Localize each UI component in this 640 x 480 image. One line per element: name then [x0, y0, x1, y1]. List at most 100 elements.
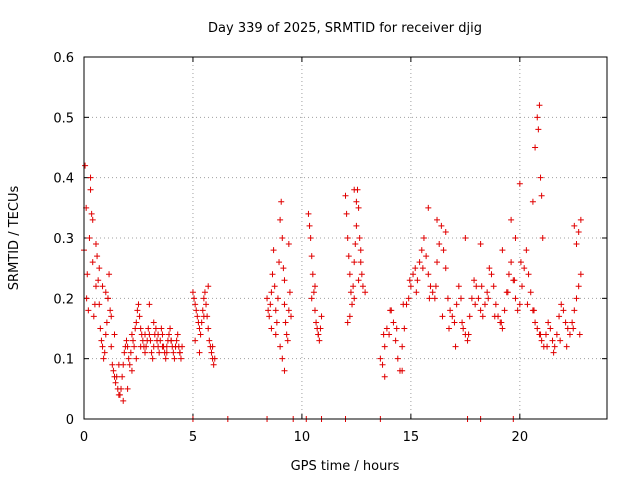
data-point: [344, 235, 351, 241]
data-point: [439, 313, 446, 320]
data-point: [206, 337, 213, 344]
data-point: [92, 241, 99, 248]
data-point: [87, 174, 94, 181]
data-point: [107, 307, 114, 314]
data-point: [539, 235, 546, 241]
data-point: [529, 198, 536, 205]
data-point: [381, 373, 388, 380]
data-point: [145, 325, 152, 332]
data-point: [189, 289, 196, 296]
data-point: [517, 259, 524, 266]
data-point: [524, 301, 531, 308]
data-point: [386, 331, 393, 338]
data-point: [111, 331, 118, 338]
data-point: [452, 343, 459, 350]
data-point: [551, 343, 558, 350]
data-point: [471, 277, 478, 284]
data-point: [538, 337, 545, 344]
data-point: [351, 295, 358, 302]
data-point: [90, 313, 97, 320]
data-point: [355, 277, 362, 284]
data-points: [81, 102, 584, 422]
data-point: [532, 144, 539, 151]
data-point: [158, 325, 165, 332]
data-point: [277, 343, 284, 350]
data-point: [444, 295, 451, 302]
data-point: [351, 186, 358, 193]
data-point: [550, 349, 557, 356]
data-point: [514, 307, 521, 314]
data-point: [173, 337, 180, 344]
data-point: [318, 313, 325, 320]
data-point: [279, 355, 286, 362]
data-point: [472, 301, 479, 308]
data-point: [97, 325, 104, 332]
data-point: [534, 114, 541, 121]
data-point: [460, 325, 467, 332]
data-point: [413, 289, 420, 296]
data-point: [94, 253, 101, 260]
data-point: [512, 235, 519, 241]
data-point: [115, 361, 122, 368]
data-point: [355, 204, 362, 211]
data-point: [479, 313, 486, 320]
plot-frame: [83, 56, 608, 420]
data-point: [573, 241, 580, 248]
data-point: [309, 271, 316, 278]
data-point: [85, 307, 92, 314]
data-point: [174, 331, 181, 338]
data-point: [359, 283, 366, 290]
data-point: [280, 265, 287, 272]
data-point: [562, 319, 569, 326]
y-tick-label: 0.2: [53, 292, 74, 307]
data-point: [399, 367, 406, 374]
data-point: [564, 325, 571, 332]
data-point: [128, 367, 135, 374]
data-point: [201, 289, 208, 296]
data-point: [352, 241, 359, 248]
data-point: [478, 283, 485, 290]
data-point: [84, 271, 91, 278]
data-point: [451, 319, 458, 326]
data-point: [519, 283, 526, 290]
data-point: [110, 367, 117, 374]
data-point: [109, 361, 116, 368]
data-point: [165, 331, 172, 338]
y-tick-label: 0.6: [53, 51, 74, 66]
data-point: [92, 283, 99, 290]
data-point: [116, 391, 123, 398]
axis-ticks: 0 0.1 0.2 0.3 0.4 0.5 0.6 0 5 10 15 20: [53, 51, 607, 445]
data-point: [485, 295, 492, 302]
data-point: [176, 349, 183, 356]
data-point: [357, 247, 364, 254]
data-point: [516, 301, 523, 308]
data-point: [310, 289, 317, 296]
data-point: [283, 331, 290, 338]
data-point: [535, 126, 542, 133]
data-point: [508, 259, 515, 266]
data-point: [350, 283, 357, 290]
data-point: [499, 325, 506, 332]
data-point: [95, 277, 102, 284]
data-point: [102, 331, 109, 338]
data-point: [98, 337, 105, 344]
data-point: [113, 373, 120, 380]
x-axis-label: GPS time / hours: [291, 459, 400, 474]
data-point: [281, 301, 288, 308]
data-point: [488, 271, 495, 278]
data-point: [427, 283, 434, 290]
data-point: [498, 319, 505, 326]
data-point: [163, 349, 170, 356]
data-point: [446, 325, 453, 332]
data-point: [390, 319, 397, 326]
data-point: [273, 319, 280, 326]
data-point: [534, 325, 541, 332]
data-point: [440, 247, 447, 254]
data-point: [549, 337, 556, 344]
data-point: [358, 271, 365, 278]
data-point: [281, 367, 288, 374]
data-point: [157, 337, 164, 344]
data-point: [89, 259, 96, 266]
data-point: [377, 355, 384, 362]
